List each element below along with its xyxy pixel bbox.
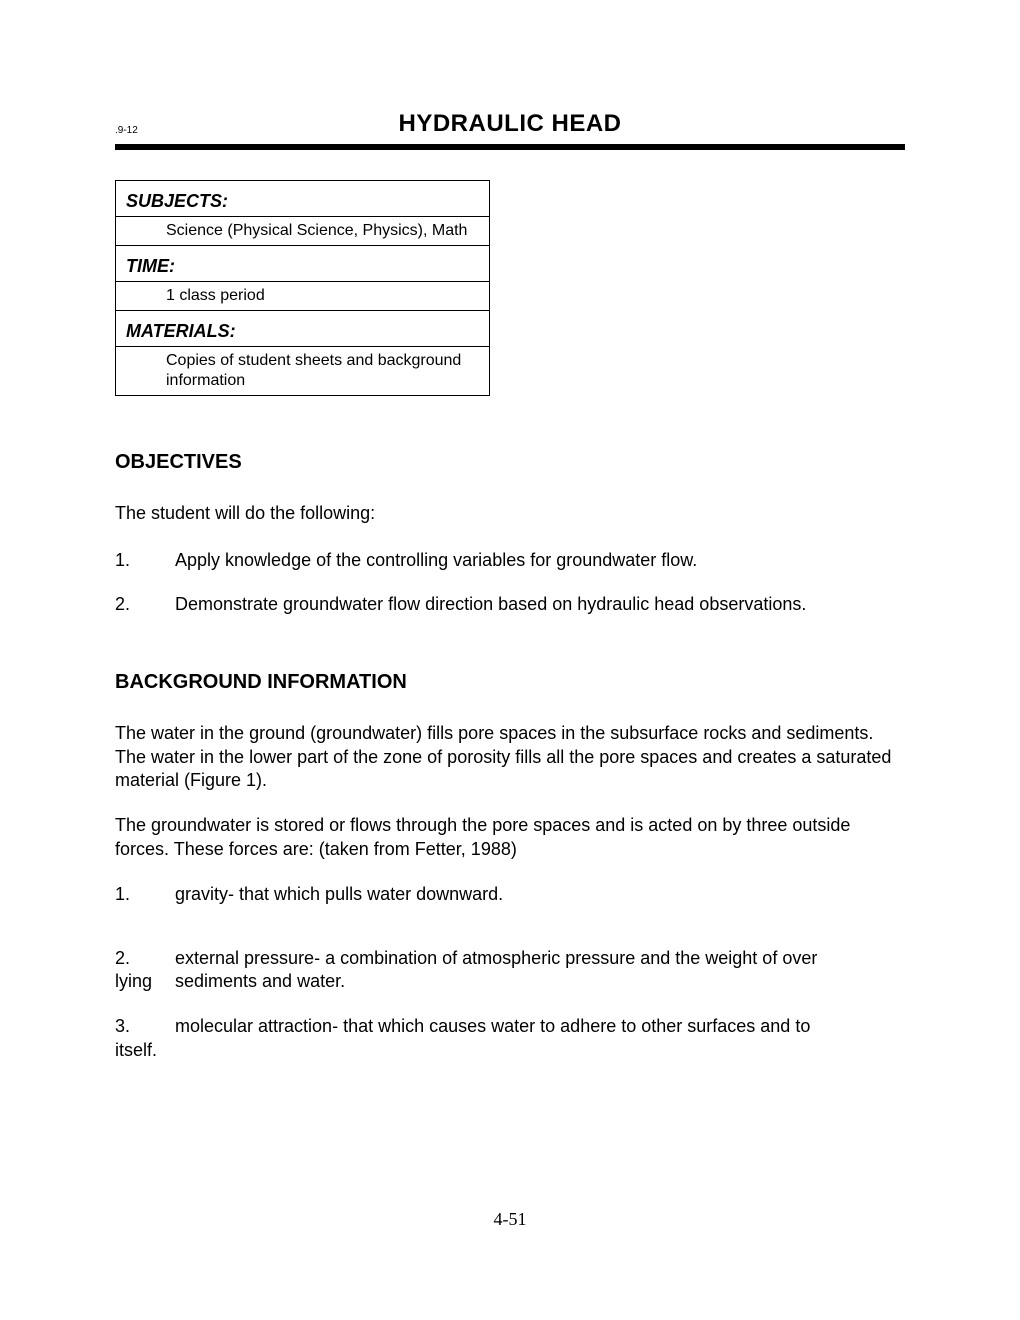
objectives-list: 1. Apply knowledge of the controlling va… [115, 549, 905, 616]
objective-number: 2. [115, 593, 175, 616]
objective-text: Apply knowledge of the controlling varia… [175, 549, 697, 572]
subjects-label: SUBJECTS: [116, 181, 490, 217]
materials-label: MATERIALS: [116, 311, 490, 347]
materials-value: Copies of student sheets and background … [116, 347, 490, 396]
page-number: 4-51 [0, 1209, 1020, 1230]
force-text: gravity- that which pulls water downward… [175, 883, 503, 906]
objective-text: Demonstrate groundwater flow direction b… [175, 593, 806, 616]
force-number: 3. [115, 1015, 175, 1038]
force-text-line2: sediments and water. [175, 970, 345, 993]
background-heading: BACKGROUND INFORMATION [115, 671, 905, 694]
force-text-line1: external pressure- a combination of atmo… [175, 947, 817, 970]
page: .9-12 HYDRAULIC HEAD SUBJECTS: Science (… [0, 0, 1020, 1320]
objectives-intro: The student will do the following: [115, 502, 905, 525]
force-item: 2. external pressure- a combination of a… [115, 947, 905, 994]
force-text-line1: molecular attraction- that which causes … [175, 1015, 810, 1038]
background-para-1: The water in the ground (groundwater) fi… [115, 722, 905, 792]
force-item: 1. gravity- that which pulls water downw… [115, 883, 905, 906]
objective-item: 2. Demonstrate groundwater flow directio… [115, 593, 905, 616]
header-row: .9-12 HYDRAULIC HEAD [115, 110, 905, 138]
objective-number: 1. [115, 549, 175, 572]
background-para-2: The groundwater is stored or flows throu… [115, 814, 905, 861]
force-prefix: lying [115, 970, 175, 993]
force-number: 1. [115, 883, 175, 906]
subjects-value: Science (Physical Science, Physics), Mat… [116, 217, 490, 246]
objective-item: 1. Apply knowledge of the controlling va… [115, 549, 905, 572]
title-rule [115, 144, 905, 150]
force-item: 3. molecular attraction- that which caus… [115, 1015, 905, 1062]
grade-level: .9-12 [115, 125, 138, 136]
force-prefix: itself. [115, 1039, 175, 1062]
time-label: TIME: [116, 246, 490, 282]
page-title: HYDRAULIC HEAD [115, 110, 905, 138]
info-box: SUBJECTS: Science (Physical Science, Phy… [115, 180, 490, 396]
time-value: 1 class period [116, 282, 490, 311]
objectives-heading: OBJECTIVES [115, 451, 905, 474]
force-number: 2. [115, 947, 175, 970]
